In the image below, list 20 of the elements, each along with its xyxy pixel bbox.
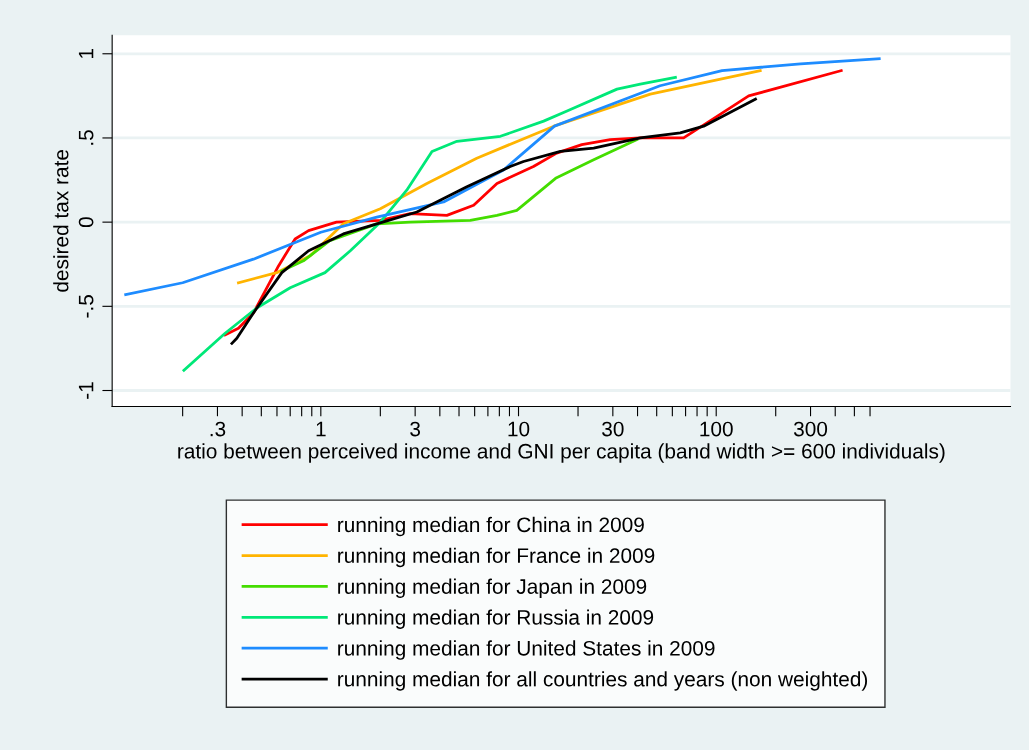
x-tick-label: .3	[210, 421, 226, 437]
y-tick-label: -1	[78, 382, 94, 399]
y-tick-label: -.5	[78, 295, 94, 318]
x-tick-label: 3	[410, 421, 421, 437]
legend-label: running median for France in 2009	[338, 547, 655, 568]
legend-label: running median for China in 2009	[338, 516, 644, 537]
y-tick-label: .5	[78, 130, 94, 145]
y-tick-label: 0	[78, 217, 94, 228]
x-tick-label: 10	[508, 421, 530, 437]
x-tick-label: 1	[316, 421, 326, 437]
x-tick-label: 100	[700, 421, 733, 437]
legend-label: running median for Japan in 2009	[338, 578, 647, 599]
x-tick-label: 30	[602, 421, 624, 437]
y-tick-label: 1	[78, 48, 94, 58]
legend-label: running median for all countries and years (non weighted)	[338, 671, 868, 691]
y-axis-title: desired tax rate	[53, 150, 69, 292]
x-tick-label: 300	[793, 421, 828, 437]
legend-label: running median for Russia in 2009	[338, 609, 654, 629]
x-axis-title: ratio between perceived income and GNI per capita (band width >= 600 individuals)	[178, 443, 945, 463]
legend-label: running median for United States in 2009	[338, 640, 715, 660]
